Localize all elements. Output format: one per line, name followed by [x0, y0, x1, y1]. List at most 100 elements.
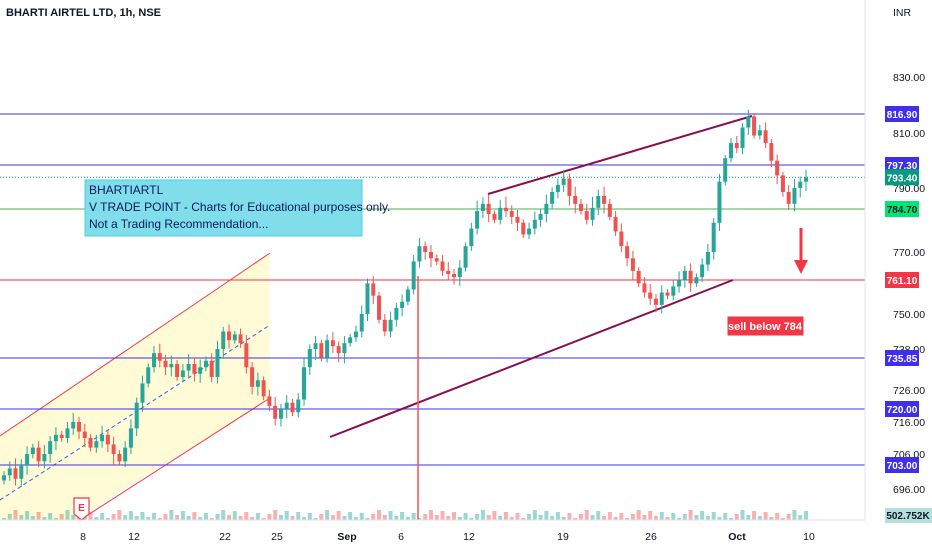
- candle-body: [775, 160, 780, 176]
- candle-body: [527, 228, 532, 235]
- volume-bar: [798, 515, 803, 520]
- volume-bar: [509, 517, 514, 520]
- volume-bar: [682, 514, 687, 520]
- candle-body: [267, 396, 272, 406]
- volume-bar: [313, 518, 318, 520]
- time-tick-label: 6: [398, 531, 404, 543]
- volume-bar: [515, 513, 520, 520]
- price-tick-label: 726.00: [893, 385, 925, 397]
- candle-body: [700, 264, 705, 278]
- volume-bar: [544, 511, 549, 520]
- volume-bar: [630, 514, 635, 520]
- volume-bar: [244, 512, 249, 520]
- volume-bar: [365, 518, 370, 520]
- volume-bar: [353, 517, 358, 520]
- volume-bar: [325, 510, 330, 520]
- candle-body: [48, 441, 53, 454]
- volume-bar: [446, 516, 451, 520]
- candle-body: [434, 258, 439, 262]
- volume-bar: [59, 514, 64, 520]
- candle-body: [486, 203, 491, 214]
- candle-body: [330, 340, 335, 347]
- earnings-marker[interactable]: E: [73, 497, 90, 521]
- candle-body: [209, 360, 214, 378]
- candle-body: [65, 428, 70, 438]
- candle-body: [7, 468, 12, 476]
- candle-body: [152, 353, 157, 368]
- volume-bar: [555, 512, 560, 520]
- volume-bar: [71, 515, 76, 520]
- candle-body: [619, 231, 624, 247]
- candle-body: [140, 383, 145, 403]
- candle-body: [613, 216, 618, 232]
- candle-body: [498, 207, 503, 220]
- candle-body: [677, 280, 682, 287]
- candle-body: [319, 343, 324, 358]
- volume-bar: [7, 514, 12, 520]
- candle-body: [423, 246, 428, 252]
- note-line-1: BHARTIARTL: [89, 183, 164, 197]
- candle-body: [261, 380, 266, 397]
- candle-body: [521, 222, 526, 235]
- candle-body: [359, 314, 364, 332]
- volume-bar: [169, 510, 174, 520]
- candle-body: [313, 343, 318, 349]
- volume-bar: [88, 512, 93, 520]
- volume-tag: 502.752K: [886, 511, 930, 522]
- candle-body: [503, 207, 508, 212]
- candle-body: [717, 181, 722, 223]
- volume-bar: [578, 514, 583, 520]
- candle-body: [457, 267, 462, 278]
- volume-bar: [278, 515, 283, 520]
- time-axis[interactable]: 8 12 22 25 Sep 6 12 19 26 Oct 10: [80, 531, 815, 543]
- level-tag-label: 784.70: [887, 205, 918, 216]
- volume-bar: [550, 516, 555, 520]
- volume-bar: [48, 513, 53, 520]
- volume-bar: [746, 515, 751, 520]
- candle-body: [630, 258, 635, 271]
- volume-bar: [405, 517, 410, 520]
- level-tag-box: [885, 272, 919, 288]
- candle-body: [596, 195, 601, 208]
- volume-bar: [423, 514, 428, 520]
- volume-bar: [336, 511, 341, 520]
- candle-body: [123, 447, 128, 462]
- candle-body: [180, 370, 185, 378]
- candle-body: [169, 364, 174, 368]
- price-tick-label: 750.00: [893, 309, 925, 321]
- candle-body: [607, 203, 612, 217]
- volume-bar: [140, 512, 145, 520]
- volume-bar: [42, 517, 47, 520]
- candle-body: [77, 422, 82, 432]
- volume-bar: [642, 515, 647, 520]
- candle-body: [804, 177, 808, 182]
- last-price-tag-label: 793.40: [887, 173, 918, 184]
- note-line-2: V TRADE POINT - Charts for Educational p…: [89, 200, 390, 214]
- volume-bar: [584, 510, 589, 520]
- volume-bar: [163, 514, 168, 520]
- candle-body: [411, 261, 416, 290]
- candle-body: [105, 434, 110, 445]
- candle-body: [578, 203, 583, 212]
- candle-body: [134, 402, 139, 429]
- currency-label: INR: [893, 7, 912, 19]
- candle-body: [723, 158, 728, 182]
- candle-body: [705, 252, 710, 265]
- candle-body: [515, 216, 520, 223]
- candle-body: [371, 283, 376, 296]
- volume-bar: [284, 511, 289, 520]
- time-tick-label: 12: [128, 531, 140, 543]
- volume-bar: [36, 512, 41, 520]
- candle-body: [469, 228, 474, 247]
- volume-bar: [330, 515, 335, 520]
- time-tick-label: 8: [80, 531, 86, 543]
- volume-bar: [734, 514, 739, 520]
- volume-bar: [209, 518, 214, 520]
- volume-bar: [613, 517, 618, 520]
- volume-bar: [388, 511, 393, 520]
- candle-body: [405, 289, 410, 302]
- volume-bar: [463, 513, 468, 520]
- candle-body: [36, 447, 41, 462]
- candle-body: [290, 402, 295, 413]
